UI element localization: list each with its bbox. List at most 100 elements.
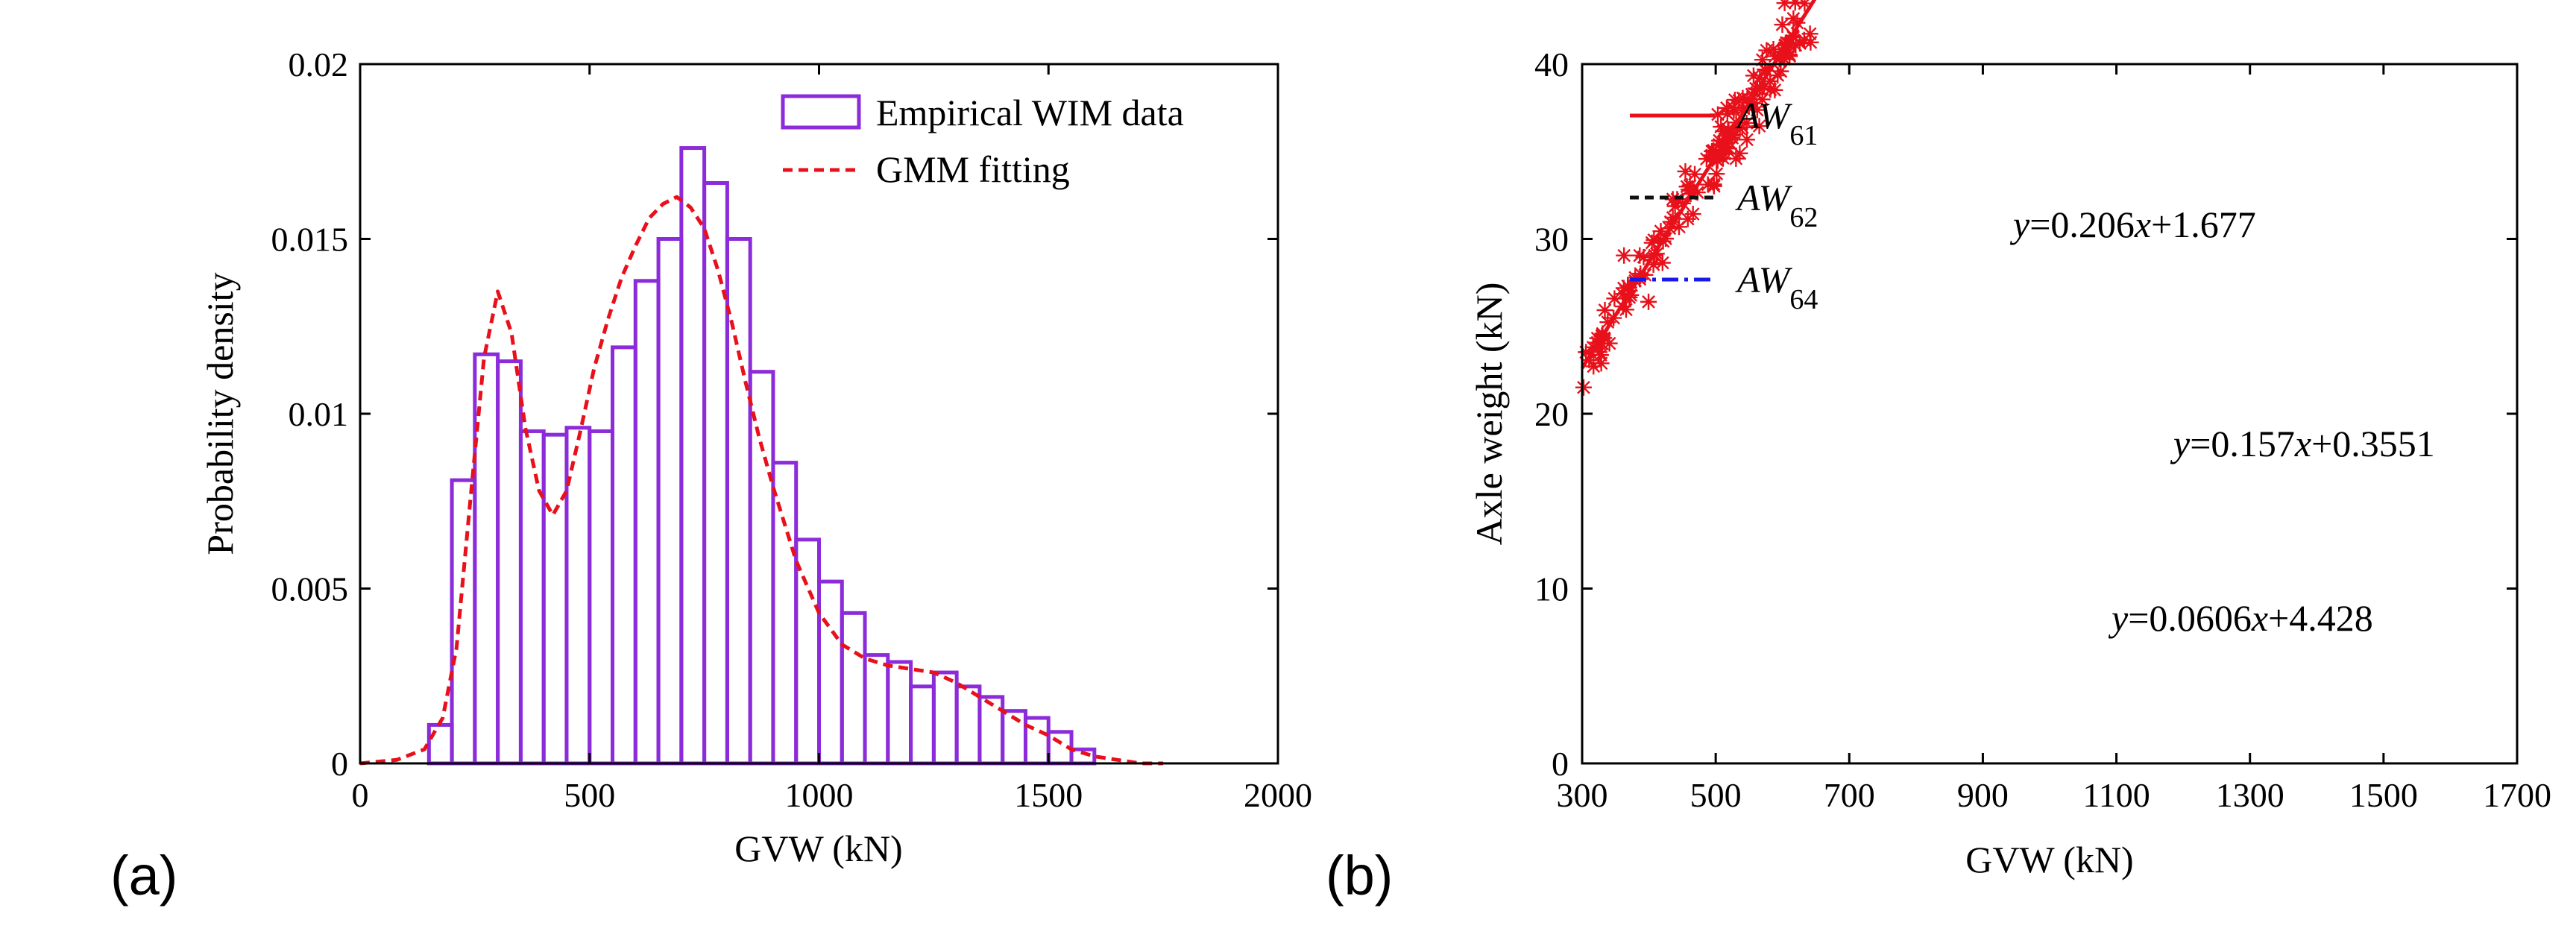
scatter-point-asterisk xyxy=(1575,379,1592,396)
x-tick-label-a: 0 xyxy=(352,776,369,814)
scatter-point-asterisk xyxy=(1592,347,1609,364)
equation-aw62: y=0.157x+0.3551 xyxy=(2170,423,2435,464)
scatter-point-asterisk xyxy=(1728,150,1745,167)
scatter-point-asterisk xyxy=(1621,289,1638,306)
scatter-point-asterisk xyxy=(1606,290,1623,307)
scatter-point-asterisk xyxy=(1687,165,1704,183)
scatter-point-asterisk xyxy=(1616,247,1633,264)
scatter-point-asterisk xyxy=(1578,344,1595,361)
scatter-point-asterisk xyxy=(1585,358,1602,375)
x-tick-label-b: 1100 xyxy=(2082,776,2150,814)
legend-label-histogram: Empirical WIM data xyxy=(876,92,1184,133)
legend-label-aw61: AW61 xyxy=(1735,95,1818,151)
scatter-point-asterisk xyxy=(1801,25,1818,42)
legend-a: Empirical WIM data GMM fitting xyxy=(781,92,1184,190)
scatter-point-asterisk xyxy=(1776,0,1793,12)
scatter-point-asterisk xyxy=(1785,29,1802,46)
x-tick-label-b: 300 xyxy=(1557,776,1608,814)
scatter-point-asterisk xyxy=(1766,48,1783,65)
scatter-point-asterisk xyxy=(1731,145,1748,162)
scatter-point-asterisk xyxy=(1681,177,1698,194)
panel-label-b: (b) xyxy=(1326,845,1393,907)
ticks-b: 300 500 700 900 1100 1300 1500 1700 0 10 20 30 40 xyxy=(1534,45,2551,814)
scatter-point-asterisk xyxy=(1745,67,1762,84)
scatter-point-asterisk xyxy=(1637,266,1654,283)
scatter-point-asterisk xyxy=(1765,40,1782,57)
scatter-point-asterisk xyxy=(1762,72,1779,89)
y-tick-label-a: 0.02 xyxy=(289,45,349,83)
legend-swatch-histogram xyxy=(781,94,861,130)
scatter-point-asterisk xyxy=(1643,234,1660,251)
scatter-point-asterisk xyxy=(1708,151,1725,168)
legend-aw64-sub: 64 xyxy=(1789,284,1818,315)
scatter-point-asterisk xyxy=(1772,63,1789,80)
scatter-point-asterisk xyxy=(1599,314,1616,331)
scatter-point-asterisk xyxy=(1615,280,1632,297)
scatter-point-asterisk xyxy=(1664,209,1681,226)
scatter-point-asterisk xyxy=(1719,105,1736,122)
histogram-panel: 0 500 1000 1500 2000 0 0.005 0.01 0.015 0.02 Prob… xyxy=(110,45,1312,907)
y-tick-label-b: 30 xyxy=(1534,221,1569,259)
legend-aw61-sub: 61 xyxy=(1789,120,1818,151)
legend-label-aw62: AW62 xyxy=(1735,177,1818,233)
scatter-point-asterisk xyxy=(1631,247,1648,264)
equation-aw61: y=0.0606x+4.428 xyxy=(2108,597,2373,639)
legend-aw62-base: AW xyxy=(1735,177,1793,218)
scatter-point-asterisk xyxy=(1785,10,1802,27)
scatter-point-asterisk xyxy=(1715,122,1732,139)
scatter-point-asterisk xyxy=(1664,191,1681,208)
x-axis-label-b: GVW (kN) xyxy=(1965,839,2133,880)
scatter-point-asterisk xyxy=(1731,120,1748,137)
legend-aw64-base: AW xyxy=(1735,259,1793,300)
scatter-point-asterisk xyxy=(1677,163,1694,180)
scatter-point-asterisk xyxy=(1738,131,1755,148)
scatter-point-asterisk xyxy=(1619,277,1637,294)
scatter-point-asterisk xyxy=(1584,338,1602,356)
x-tick-label-a: 2000 xyxy=(1244,776,1312,814)
scatter-point-asterisk xyxy=(1802,34,1819,51)
scatter-point-asterisk xyxy=(1594,335,1611,353)
scatter-point-asterisk xyxy=(1679,210,1696,227)
scatter-point-asterisk xyxy=(1725,99,1742,116)
scatter-point-asterisk xyxy=(1757,62,1774,79)
y-axis-label-b: Axle weight (kN) xyxy=(1468,283,1510,546)
x-axis-label-a: GVW (kN) xyxy=(734,827,902,869)
ticks-a: 0 500 1000 1500 2000 0 0.005 0.01 0.015 0.02 xyxy=(271,45,1313,814)
scatter-point-asterisk xyxy=(1635,248,1652,265)
x-tick-label-b: 1500 xyxy=(2349,776,2418,814)
y-tick-label-b: 10 xyxy=(1534,570,1569,608)
scatter-point-asterisk xyxy=(1717,139,1734,156)
x-tick-label-a: 500 xyxy=(564,776,615,814)
scatter-point-asterisk xyxy=(1699,176,1716,193)
scatter-point-asterisk xyxy=(1666,198,1684,215)
scatter-point-asterisk xyxy=(1662,213,1679,230)
gmm-fit-line xyxy=(359,195,1164,766)
scatter-point-asterisk xyxy=(1754,51,1771,69)
scatter-point-asterisk xyxy=(1709,106,1726,123)
legend-b: AW61 AW62 AW64 xyxy=(1630,95,1818,315)
scatter-point-asterisk xyxy=(1596,302,1613,319)
y-tick-label-a: 0.01 xyxy=(289,395,349,433)
scatter-point-asterisk xyxy=(1795,31,1813,48)
y-axis-label-a: Probability density xyxy=(199,272,241,555)
scatter-point-asterisk xyxy=(1674,195,1691,212)
gmm-fit-curve xyxy=(359,195,1164,766)
regression-lines xyxy=(1580,0,1817,370)
x-tick-label-b: 500 xyxy=(1690,776,1742,814)
scatter-point-asterisk xyxy=(1698,151,1715,168)
scatter-point-asterisk xyxy=(1710,136,1728,153)
scatter-point-asterisk xyxy=(1771,51,1788,68)
scatter-point-asterisk xyxy=(1796,0,1813,12)
scatter-point-asterisk xyxy=(1670,218,1687,236)
scatter-point-asterisk xyxy=(1645,256,1662,273)
scatter-point-asterisk xyxy=(1786,0,1804,11)
scatter-point-asterisk xyxy=(1758,42,1775,59)
plot-area-b xyxy=(1582,64,2517,763)
y-tick-label-a: 0.005 xyxy=(271,570,349,608)
scatter-point-asterisk xyxy=(1648,245,1665,262)
scatter-point-asterisk xyxy=(1745,95,1763,112)
x-tick-label-a: 1500 xyxy=(1014,776,1083,814)
y-tick-label-b: 0 xyxy=(1552,745,1569,783)
y-tick-label-a: 0.015 xyxy=(271,221,349,259)
scatter-point-asterisk xyxy=(1708,165,1725,183)
